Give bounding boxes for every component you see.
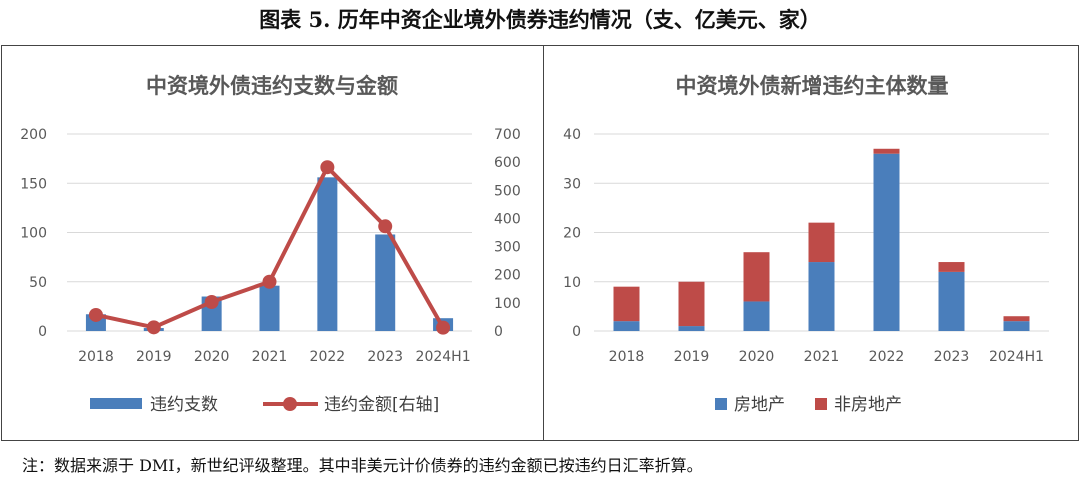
line-point	[88, 307, 103, 322]
legend-swatch-bar	[90, 398, 142, 409]
bar-segment-nonrealestate	[1003, 316, 1030, 322]
y2-tick-label: 0	[494, 324, 503, 340]
source-note: 注：数据来源于 DMI，新世纪评级整理。其中非美元计价债券的违约金额已按违约日汇…	[22, 456, 703, 475]
y-tick-label: 0	[38, 324, 47, 340]
x-tick-label: 2019	[136, 349, 172, 365]
line-point	[378, 219, 393, 234]
legend-label: 违约金额[右轴]	[324, 395, 439, 415]
bar-segment-realestate	[808, 262, 835, 331]
x-tick-label: 2019	[674, 349, 710, 365]
y-tick-label: 150	[20, 176, 47, 192]
legend-label: 非房地产	[834, 395, 902, 415]
line-point	[320, 160, 335, 175]
left-chart-panel: 中资境外债违约支数与金额 0 50 100 150 200 0 100 200 300 400 500…	[2, 46, 542, 440]
y2-tick-label: 100	[494, 296, 521, 312]
x-tick-label: 2021	[252, 349, 288, 365]
x-tick-label: 2023	[367, 349, 403, 365]
x-tick-label: 2022	[869, 349, 905, 365]
bar-segment-nonrealestate	[808, 222, 835, 263]
bar-segment-realestate	[613, 321, 640, 331]
chart-title: 中资境外债新增违约主体数量	[676, 74, 949, 98]
x-tick-label: 2021	[804, 349, 840, 365]
figure-title: 图表 5. 历年中资企业境外债券违约情况（支、亿美元、家）	[259, 7, 821, 32]
y-tick-label: 20	[563, 226, 581, 242]
x-tick-label: 2022	[310, 349, 346, 365]
bar-segment-nonrealestate	[678, 281, 705, 327]
y-tick-label: 0	[572, 324, 581, 340]
right-chart: 中资境外债新增违约主体数量 0 10 20 30 40 2018 2019 2020 2021 20…	[563, 74, 1049, 415]
line-point	[204, 295, 219, 310]
bar-segment-nonrealestate	[743, 252, 770, 302]
chart-title: 中资境外债违约支数与金额	[146, 74, 398, 98]
left-chart: 中资境外债违约支数与金额 0 50 100 150 200 0 100 200 300 400 500…	[20, 74, 521, 415]
bar	[375, 234, 396, 331]
bar	[259, 285, 280, 331]
legend-swatch	[715, 398, 727, 410]
bar-segment-realestate	[938, 271, 965, 331]
bar-segment-nonrealestate	[613, 286, 640, 322]
bar-segment-nonrealestate	[873, 148, 900, 154]
y2-tick-label: 300	[494, 240, 521, 256]
bar-segment-realestate	[743, 301, 770, 331]
right-chart-panel: 中资境外债新增违约主体数量 0 10 20 30 40 2018 2019 2020 2021 20…	[543, 46, 1079, 440]
y2-tick-label: 500	[494, 183, 521, 199]
y-tick-label: 40	[563, 127, 581, 143]
x-tick-label: 2020	[739, 349, 775, 365]
line-point	[436, 320, 451, 335]
y2-tick-label: 700	[494, 127, 521, 143]
y-tick-label: 10	[563, 275, 581, 291]
bar-segment-realestate	[1003, 321, 1030, 331]
x-tick-label: 2024H1	[989, 349, 1044, 365]
charts-frame: 中资境外债违约支数与金额 0 50 100 150 200 0 100 200 300 400 500…	[1, 45, 1079, 441]
bar	[317, 177, 338, 331]
y2-tick-label: 200	[494, 268, 521, 284]
y-tick-label: 30	[563, 176, 581, 192]
y2-tick-label: 600	[494, 155, 521, 171]
legend-swatch-marker	[283, 397, 297, 411]
x-tick-label: 2024H1	[416, 349, 471, 365]
y-tick-label: 50	[29, 275, 47, 291]
y-tick-label: 200	[20, 127, 47, 143]
bar-segment-realestate	[678, 326, 705, 331]
x-tick-label: 2023	[934, 349, 970, 365]
line-point	[146, 320, 161, 335]
legend-label: 违约支数	[150, 395, 218, 415]
x-tick-label: 2018	[609, 349, 645, 365]
x-tick-label: 2020	[194, 349, 230, 365]
x-tick-label: 2018	[78, 349, 114, 365]
bar-segment-realestate	[873, 153, 900, 331]
y2-tick-label: 400	[494, 211, 521, 227]
bar-segment-nonrealestate	[938, 262, 965, 272]
y-tick-label: 100	[20, 226, 47, 242]
legend-label: 房地产	[734, 395, 785, 415]
legend-swatch	[815, 398, 827, 410]
line-point	[262, 274, 277, 289]
